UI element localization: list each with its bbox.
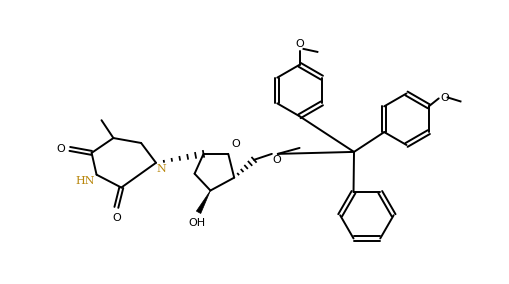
Text: O: O bbox=[272, 155, 281, 165]
Text: O: O bbox=[295, 39, 303, 49]
Text: O: O bbox=[440, 93, 448, 103]
Polygon shape bbox=[196, 191, 210, 214]
Text: N: N bbox=[157, 164, 166, 174]
Text: O: O bbox=[56, 144, 65, 154]
Text: HN: HN bbox=[75, 176, 94, 186]
Text: O: O bbox=[112, 213, 121, 223]
Text: O: O bbox=[231, 139, 240, 149]
Text: OH: OH bbox=[188, 218, 205, 228]
